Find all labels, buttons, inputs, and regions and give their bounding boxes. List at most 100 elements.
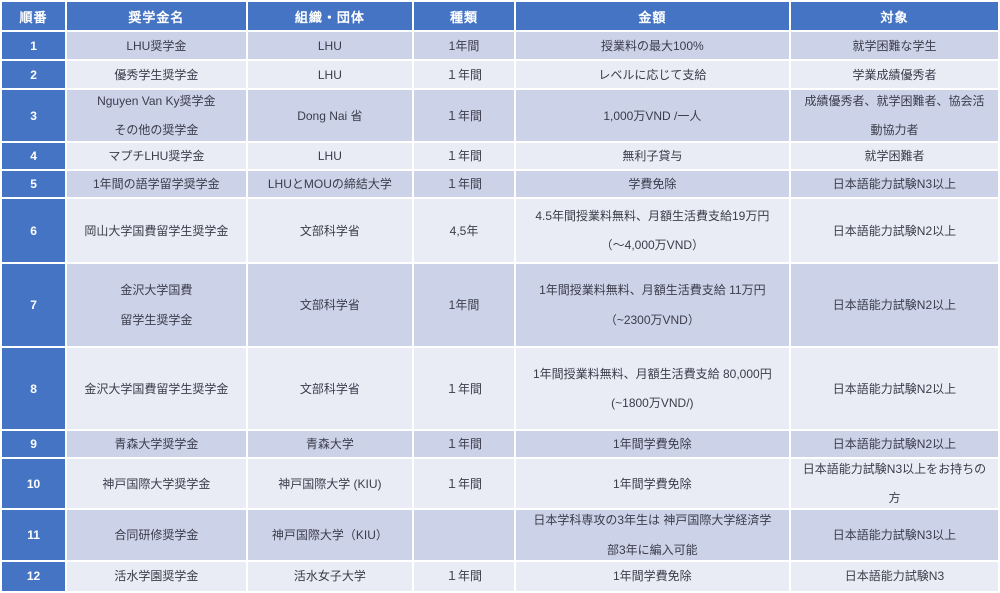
cell-type: １年間	[414, 459, 514, 509]
cell-org: LHU	[247, 61, 413, 88]
cell-amount: 1年間授業料無料、月額生活費支給 11万円 （~2300万VND）	[515, 264, 789, 346]
column-header-org: 組織・団体	[247, 2, 413, 30]
cell-target: 日本語能力試験N2以上	[790, 264, 998, 346]
table-row: 1 LHU奨学金 LHU 1年間 授業料の最大100% 就学困難な学生	[2, 32, 998, 59]
cell-num: 9	[2, 431, 66, 457]
cell-target: 日本語能力試験N3以上	[790, 171, 998, 197]
cell-org: 青森大学	[247, 431, 413, 457]
cell-name: 合同研修奨学金	[67, 510, 246, 560]
cell-line: 1年間授業料無料、月額生活費支給 80,000円	[532, 366, 772, 381]
cell-type: 1年間	[414, 32, 514, 59]
cell-num: 10	[2, 459, 66, 509]
cell-amount: 授業料の最大100%	[515, 32, 789, 59]
cell-line: 留学生奨学金	[120, 312, 193, 327]
cell-amount: 無利子貸与	[515, 143, 789, 169]
table-row: 2 優秀学生奨学金 LHU １年間 レベルに応じて支給 学業成績優秀者	[2, 61, 998, 88]
column-header-amount: 金額	[515, 2, 789, 30]
cell-target: 日本語能力試験N3以上をお持ちの方	[790, 459, 998, 509]
cell-type: 4,5年	[414, 199, 514, 262]
column-header-num: 順番	[2, 2, 66, 30]
table-row: 6 岡山大学国費留学生奨学金 文部科学省 4,5年 4.5年間授業料無料、月額生活費支給…	[2, 199, 998, 262]
column-header-type: 種類	[414, 2, 514, 30]
cell-name: 活水学園奨学金	[67, 561, 246, 591]
table-row: 11 合同研修奨学金 神戸国際大学（KIU） 日本学科専攻の3年生は 神戸国際大学経済…	[2, 510, 998, 560]
cell-type: 1年間	[414, 264, 514, 346]
cell-type: １年間	[414, 431, 514, 457]
cell-line: 部3年に編入可能	[607, 542, 698, 557]
cell-num: 8	[2, 348, 66, 429]
cell-type: １年間	[414, 561, 514, 591]
cell-org: 文部科学省	[247, 348, 413, 429]
table-row: 10 神戸国際大学奨学金 神戸国際大学 (KIU) １年間 1年間学費免除 日本語能力試験…	[2, 459, 998, 509]
cell-target: 就学困難な学生	[790, 32, 998, 59]
table-row: 5 1年間の語学留学奨学金 LHUとMOUの締結大学 １年間 学費免除 日本語能力試験N3…	[2, 171, 998, 197]
cell-name: Nguyen Van Ky奨学金 その他の奨学金	[67, 90, 246, 141]
header-row: 順番 奨学金名 組織・団体 種類 金額 対象	[2, 2, 998, 30]
cell-amount: 4.5年間授業料無料、月額生活費支給19万円 （～4,000万VND）	[515, 199, 789, 262]
cell-amount: 1年間学費免除	[515, 431, 789, 457]
cell-amount: 1,000万VND /一人	[515, 90, 789, 141]
cell-name: 岡山大学国費留学生奨学金	[67, 199, 246, 262]
table-row: 9 青森大学奨学金 青森大学 １年間 1年間学費免除 日本語能力試験N2以上	[2, 431, 998, 457]
cell-org: Dong Nai 省	[247, 90, 413, 141]
cell-target: 日本語能力試験N2以上	[790, 348, 998, 429]
cell-name: 青森大学奨学金	[67, 431, 246, 457]
cell-org: LHU	[247, 143, 413, 169]
cell-amount: 1年間学費免除	[515, 459, 789, 509]
cell-type	[414, 510, 514, 560]
cell-num: 7	[2, 264, 66, 346]
cell-name: 神戸国際大学奨学金	[67, 459, 246, 509]
table-row: 3 Nguyen Van Ky奨学金 その他の奨学金 Dong Nai 省 １年間 1,0…	[2, 90, 998, 141]
cell-amount: 日本学科専攻の3年生は 神戸国際大学経済学 部3年に編入可能	[515, 510, 789, 560]
cell-name: マプチLHU奨学金	[67, 143, 246, 169]
cell-type: １年間	[414, 143, 514, 169]
cell-target: 学業成績優秀者	[790, 61, 998, 88]
cell-num: 11	[2, 510, 66, 560]
cell-amount: 1年間授業料無料、月額生活費支給 80,000円 (~1800万VND/)	[515, 348, 789, 429]
cell-type: １年間	[414, 90, 514, 141]
column-header-name: 奨学金名	[67, 2, 246, 30]
cell-org: LHU	[247, 32, 413, 59]
cell-type: １年間	[414, 171, 514, 197]
cell-name: LHU奨学金	[67, 32, 246, 59]
cell-target: 日本語能力試験N3	[790, 561, 998, 591]
cell-line: （～4,000万VND）	[600, 238, 705, 252]
cell-amount: 1年間学費免除	[515, 561, 789, 591]
cell-line: (~1800万VND/)	[611, 396, 694, 410]
column-header-target: 対象	[790, 2, 998, 30]
cell-org: 神戸国際大学（KIU）	[247, 510, 413, 560]
cell-line: 方	[888, 491, 901, 506]
cell-target: 日本語能力試験N2以上	[790, 431, 998, 457]
cell-amount: レベルに応じて支給	[515, 61, 789, 88]
cell-line: 動協力者	[870, 123, 919, 137]
cell-line: 4.5年間授業料無料、月額生活費支給19万円	[535, 208, 770, 223]
cell-num: 3	[2, 90, 66, 141]
cell-org: LHUとMOUの締結大学	[247, 171, 413, 197]
table-body: 1 LHU奨学金 LHU 1年間 授業料の最大100% 就学困難な学生 2 優秀学生奨学金 LH…	[2, 32, 998, 591]
cell-line: 金沢大学国費	[120, 283, 193, 298]
cell-type: １年間	[414, 61, 514, 88]
cell-num: 4	[2, 143, 66, 169]
cell-amount: 学費免除	[515, 171, 789, 197]
cell-num: 12	[2, 561, 66, 591]
cell-org: 文部科学省	[247, 264, 413, 346]
table-row: 7 金沢大学国費 留学生奨学金 文部科学省 1年間 1年間授業料無料、月額生活費支給 11…	[2, 264, 998, 346]
cell-target: 就学困難者	[790, 143, 998, 169]
cell-line: 成績優秀者、就学困難者、協会活	[804, 93, 985, 108]
cell-target: 成績優秀者、就学困難者、協会活 動協力者	[790, 90, 998, 141]
cell-line: 1年間授業料無料、月額生活費支給 11万円	[539, 283, 766, 298]
table-row: 12 活水学園奨学金 活水女子大学 １年間 1年間学費免除 日本語能力試験N3	[2, 561, 998, 591]
cell-line: （~2300万VND）	[604, 312, 700, 327]
cell-num: 5	[2, 171, 66, 197]
cell-type: １年間	[414, 348, 514, 429]
cell-target: 日本語能力試験N2以上	[790, 199, 998, 262]
cell-name: 金沢大学国費留学生奨学金	[67, 348, 246, 429]
cell-name: 金沢大学国費留学生奨学金	[67, 264, 246, 346]
cell-num: 1	[2, 32, 66, 59]
cell-org: 文部科学省	[247, 199, 413, 262]
cell-line: 日本語能力試験N3以上をお持ちの	[802, 462, 987, 476]
cell-line: 日本学科専攻の3年生は 神戸国際大学経済学	[533, 513, 772, 528]
cell-name: 1年間の語学留学奨学金	[67, 171, 246, 197]
cell-org: 神戸国際大学 (KIU)	[247, 459, 413, 509]
